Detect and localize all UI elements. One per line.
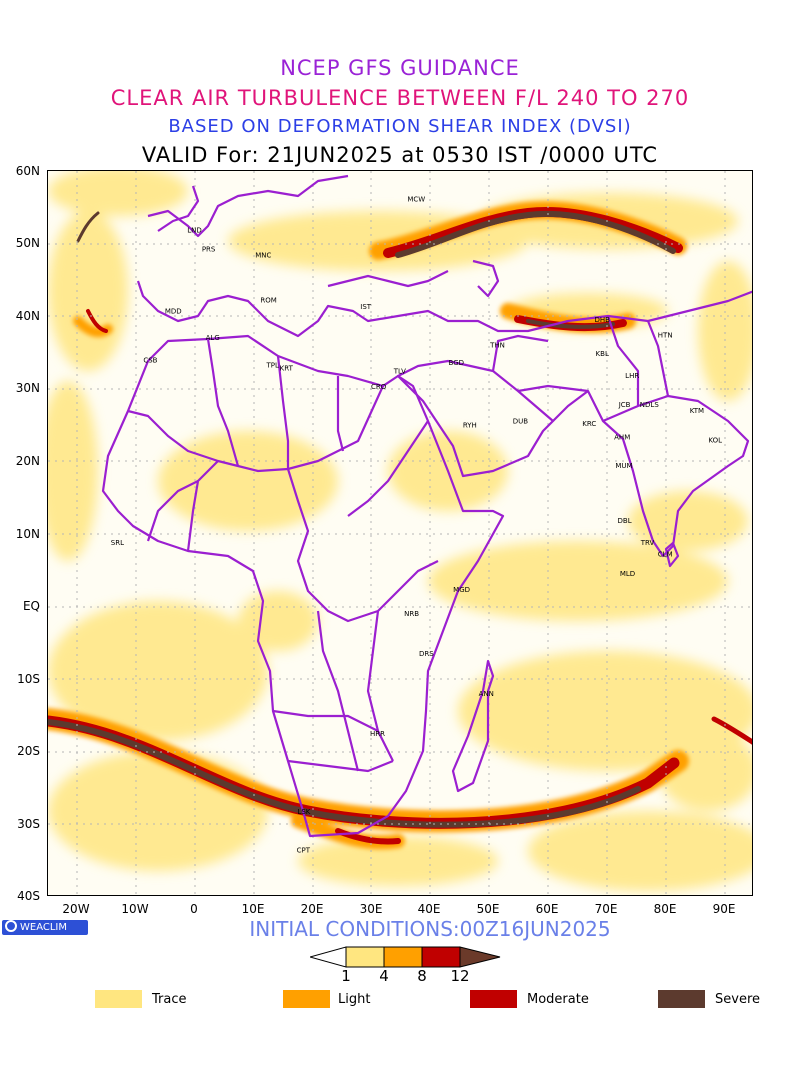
city-label-lnd: LND xyxy=(187,227,202,235)
lat-label-30n: 30N xyxy=(15,381,40,395)
city-label-ist: IST xyxy=(360,303,372,311)
city-label-ndls: NDLS xyxy=(640,401,660,409)
city-label-mcw: MCW xyxy=(407,196,425,204)
city-label-tpl: TPL xyxy=(265,362,278,370)
title-product: CLEAR AIR TURBULENCE BETWEEN F/L 240 TO … xyxy=(110,86,690,110)
city-label-tlv: TLV xyxy=(393,368,406,376)
lon-label-0: 0 xyxy=(190,902,198,916)
city-label-kbl: KBL xyxy=(596,350,609,358)
legend-label-severe: Severe xyxy=(715,992,760,1007)
lon-label-60e: 60E xyxy=(535,902,559,916)
lat-label-40s: 40S xyxy=(17,889,40,903)
title-method: BASED ON DEFORMATION SHEAR INDEX (DVSI) xyxy=(168,116,632,137)
graticule xyxy=(48,171,752,895)
colorbar-label-1: 1 xyxy=(341,967,351,985)
city-labels: MCW LND PRS MNC ROM IST MDD DHB HTN ALG THN KBL CSB B… xyxy=(111,196,722,855)
legend-swatch-light xyxy=(283,990,330,1008)
lat-label-eq: EQ xyxy=(22,599,40,613)
city-label-alg: ALG xyxy=(206,334,220,342)
city-label-trv: TRV xyxy=(640,539,655,547)
city-label-bgd: BGD xyxy=(449,359,465,367)
lon-label-20w: 20W xyxy=(62,902,90,916)
city-label-mgd: MGD xyxy=(453,586,470,594)
colorbar-segment-moderate xyxy=(421,946,461,968)
colorbar-segment-light xyxy=(383,946,423,968)
legend-label-light: Light xyxy=(338,992,371,1007)
legend-swatch-moderate xyxy=(470,990,517,1008)
city-label-csb: CSB xyxy=(143,357,157,365)
colorbar-segment-trace xyxy=(345,946,385,968)
colorbar-label-12: 12 xyxy=(450,967,470,985)
logo-ring-icon xyxy=(5,920,17,932)
colorbar-label-4: 4 xyxy=(379,967,389,985)
turbulence-map: MCW LND PRS MNC ROM IST MDD DHB HTN ALG THN KBL CSB B… xyxy=(47,170,753,896)
city-label-dhb: DHB xyxy=(594,316,610,324)
city-label-jcb: JCB xyxy=(618,401,631,409)
city-label-mld: MLD xyxy=(620,570,635,578)
city-label-mnc: MNC xyxy=(255,251,271,259)
city-label-krt: KRT xyxy=(280,365,294,373)
lat-label-60n: 60N xyxy=(15,164,40,178)
lat-label-50n: 50N xyxy=(15,236,40,250)
city-label-rom: ROM xyxy=(260,296,276,304)
city-label-srl: SRL xyxy=(111,539,124,547)
city-label-ryh: RYH xyxy=(463,421,477,429)
title-model: NCEP GFS GUIDANCE xyxy=(280,56,520,80)
city-label-thn: THN xyxy=(489,341,505,349)
lon-label-70e: 70E xyxy=(594,902,618,916)
city-label-lhr: LHR xyxy=(625,372,639,380)
city-label-mum: MUM xyxy=(615,462,632,470)
legend-swatch-trace xyxy=(95,990,142,1008)
colorbar-label-8: 8 xyxy=(417,967,427,985)
city-label-ktm: KTM xyxy=(690,407,704,415)
city-label-ahm: AHM xyxy=(614,434,630,442)
colorbar xyxy=(310,946,501,968)
lat-label-10s: 10S xyxy=(17,672,40,686)
city-label-hrr: HRR xyxy=(370,730,385,738)
lon-label-90e: 90E xyxy=(712,902,736,916)
coastlines-and-borders xyxy=(101,174,752,838)
colorbar-upper-arrow xyxy=(459,946,501,968)
city-label-dub: DUB xyxy=(513,418,529,426)
city-label-htn: HTN xyxy=(658,331,673,339)
city-label-cro: CRO xyxy=(371,383,387,391)
lon-label-10e: 10E xyxy=(241,902,265,916)
lat-label-20n: 20N xyxy=(15,454,40,468)
city-label-cpt: CPT xyxy=(297,847,311,855)
lon-label-40e: 40E xyxy=(417,902,441,916)
city-label-prs: PRS xyxy=(202,246,216,254)
legend-swatch-severe xyxy=(658,990,705,1008)
legend-label-trace: Trace xyxy=(152,992,187,1007)
logo-text: WEACLIM xyxy=(20,922,68,933)
city-label-lsk: LSK xyxy=(297,808,310,816)
city-label-drs: DRS xyxy=(419,650,434,658)
lat-label-20s: 20S xyxy=(17,744,40,758)
city-label-kol: KOL xyxy=(708,437,722,445)
lon-label-20e: 20E xyxy=(300,902,324,916)
city-label-krc: KRC xyxy=(582,420,596,428)
city-label-clm: CLM xyxy=(658,551,673,559)
severe-turbulence-bands xyxy=(48,210,676,828)
title-valid-time: VALID For: 21JUN2025 at 0530 IST /0000 U… xyxy=(141,143,659,167)
initial-conditions: INITIAL CONDITIONS:00Z16JUN2025 xyxy=(249,917,611,941)
city-label-ann: ANN xyxy=(479,690,494,698)
city-label-dbl: DBL xyxy=(618,517,632,525)
lat-label-30s: 30S xyxy=(17,817,40,831)
lon-label-10w: 10W xyxy=(121,902,149,916)
lat-label-40n: 40N xyxy=(15,309,40,323)
lat-label-10n: 10N xyxy=(15,527,40,541)
colorbar-lower-arrow xyxy=(310,946,347,968)
weaclim-logo: WEACLIM xyxy=(2,920,88,935)
lon-label-50e: 50E xyxy=(476,902,500,916)
legend-label-moderate: Moderate xyxy=(527,992,589,1007)
lon-label-80e: 80E xyxy=(653,902,677,916)
city-label-mdd: MDD xyxy=(165,307,182,315)
lon-label-30e: 30E xyxy=(359,902,383,916)
city-label-nrb: NRB xyxy=(404,610,419,618)
